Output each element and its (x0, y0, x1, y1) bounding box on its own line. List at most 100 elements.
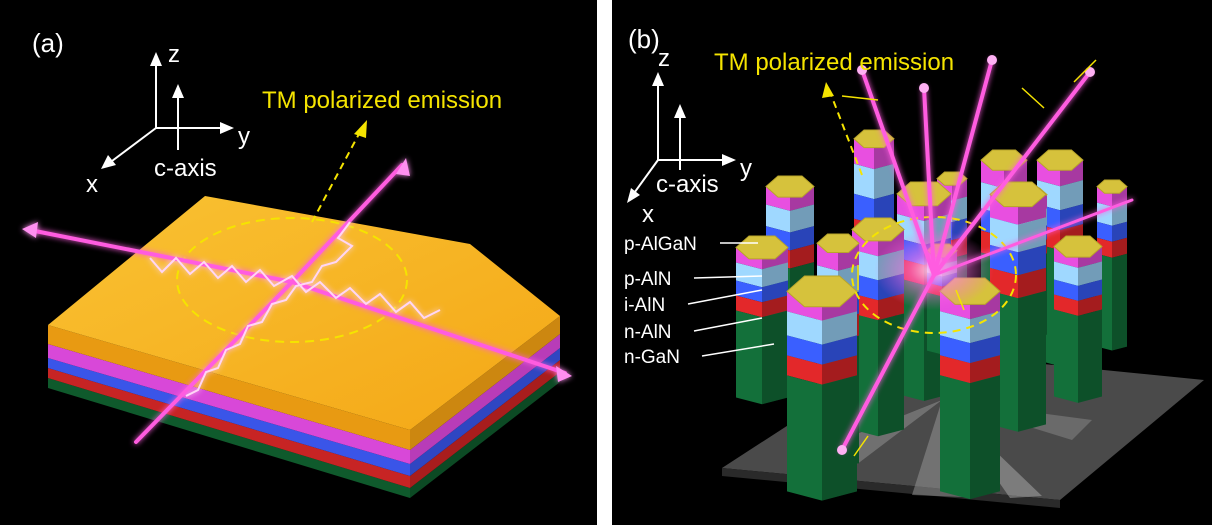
beam-3-tip (987, 55, 997, 65)
layer-label-i-aln: i-AlN (624, 295, 665, 316)
pillar-layer-n-gan (787, 375, 857, 501)
x-axis-arrowhead (627, 188, 640, 203)
leader-i-aln (687, 289, 763, 305)
slab-top (48, 196, 560, 430)
zigzag-wave-horizontal (149, 256, 441, 320)
pillar-layer-p-aln (1037, 180, 1083, 211)
light-beams (22, 158, 572, 444)
layer-red-right (410, 360, 560, 488)
pillar-layer-n-gan (1097, 253, 1127, 351)
x-axis (107, 127, 157, 165)
pillar-layer-n-gan (940, 375, 1000, 500)
beam-left-arrowhead (22, 222, 38, 238)
pillar-layer-shade (762, 295, 788, 318)
pillar-layer-shade (1078, 309, 1102, 403)
pillar-layer-p-aln (854, 163, 894, 200)
panel-a: (a) z y x c-axis TM polarized emission (0, 0, 597, 525)
pillar-layer-n-aln (940, 355, 1000, 384)
layer-label-p-algan: p-AlGaN (624, 234, 697, 255)
layer-yellow-right (410, 316, 560, 450)
coordinate-axes (101, 52, 234, 169)
axis-label-x: x (86, 171, 98, 198)
c-axis-arrowhead (674, 104, 686, 118)
pillar-hex-cap (980, 149, 1028, 171)
pillar-layer-i-aln (940, 335, 1000, 364)
y-axis-arrowhead (722, 154, 736, 166)
polarization-arrows (841, 59, 1097, 457)
pillar-layer-p-aln (1054, 261, 1102, 286)
beam-3 (932, 58, 994, 277)
axis-label-c-axis: c-axis (154, 155, 217, 182)
pillar-layer-shade (952, 196, 967, 223)
panel-b-diagram: (b) z y x c-axis TM polarized emission p… (624, 24, 1204, 508)
polarization-arrow-6 (955, 289, 965, 311)
pillar-layer-p-aln (766, 204, 814, 233)
pillar-layer-n-gan (736, 310, 788, 405)
panel-a-diagram: (a) z y x c-axis TM polarized emission (22, 28, 572, 498)
pillar-layer-i-aln (990, 244, 1046, 276)
x-axis-arrowhead (101, 155, 116, 169)
pillar-layer-shade (1018, 244, 1046, 276)
pillar-hex-cap (816, 233, 860, 253)
layer-green-front (48, 378, 410, 498)
c-axis-arrowhead (172, 84, 184, 98)
pillar-hex-cap (851, 217, 905, 242)
emission-label: TM polarized emission (262, 87, 502, 114)
panel-b: (b) z y x c-axis TM polarized emission p… (612, 0, 1212, 525)
beam-2 (922, 86, 936, 277)
pillar-layer-shade (1078, 294, 1102, 316)
pillar-layer-shade (822, 375, 857, 501)
pillar-layer-shade (874, 193, 894, 225)
pillar-layer-shade (970, 355, 1000, 384)
beam-up-arrowhead (396, 158, 410, 176)
polarization-arrow-1 (841, 95, 879, 101)
pillar-hex-cap (735, 235, 789, 260)
beam-1 (860, 68, 936, 277)
polarization-arrow-4 (853, 435, 869, 457)
beam-1-tip (857, 65, 867, 75)
emission-arrowhead (354, 120, 367, 138)
emission-arrowhead (822, 82, 834, 98)
layer-green-right (410, 372, 560, 498)
axis-label-z: z (658, 45, 670, 72)
pillar-layer-n-aln (787, 355, 857, 385)
pillar-layer-shade (822, 355, 857, 385)
pillar-layer-shade (874, 163, 894, 200)
pillar-layer-i-aln (787, 335, 857, 365)
axis-label-y: y (740, 155, 752, 182)
pillar-layer-shade (790, 204, 814, 233)
pillar-layer-i-aln (1054, 279, 1102, 301)
pillar-layer-shade (1018, 290, 1046, 432)
axis-label-y: y (238, 123, 250, 150)
pillar-layer-shade (1112, 237, 1127, 258)
layer-label-n-gan: n-GaN (624, 347, 680, 368)
x-axis (631, 159, 659, 197)
nanowire-pillar (1053, 235, 1103, 403)
beam-2-tip (919, 83, 929, 93)
pillar-layer-p-aln (787, 311, 857, 345)
z-axis-arrowhead (652, 72, 664, 86)
layer-yellow-front (48, 325, 410, 450)
light-beams (840, 58, 1134, 452)
beam-5 (840, 273, 936, 452)
pillar-layer-shade (970, 335, 1000, 364)
pillar-layer-shade (970, 311, 1000, 344)
beam-left (28, 228, 294, 284)
polarization-arrow-3 (1073, 59, 1097, 83)
z-axis-arrowhead (150, 52, 162, 66)
pillar-layer-shade (762, 310, 788, 405)
pillar-layer-shade (1060, 180, 1083, 211)
axis-label-x: x (642, 201, 654, 228)
axis-label-z: z (168, 41, 180, 68)
nanowire-pillar (939, 277, 1001, 500)
pillar-hex-cap (1096, 179, 1128, 194)
beam-4 (932, 70, 1092, 277)
nanowire-pillar (1096, 179, 1128, 351)
beam-down (134, 280, 294, 444)
emission-arrow (829, 91, 863, 176)
panel-label: (b) (628, 24, 660, 54)
pillar-layer-shade (822, 311, 857, 345)
beam-6 (932, 198, 1134, 277)
leader-n-gan (701, 343, 775, 357)
pillar-hex-cap (765, 175, 815, 198)
